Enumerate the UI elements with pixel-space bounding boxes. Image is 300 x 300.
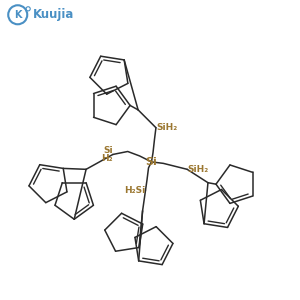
Text: SiH₂: SiH₂ [187,165,208,174]
Text: H₂Si: H₂Si [124,186,146,195]
Text: SiH₂: SiH₂ [156,123,177,132]
Text: Kuujia: Kuujia [33,8,74,21]
Text: Si
H₂: Si H₂ [101,146,113,163]
Text: K: K [14,10,22,20]
Text: Si: Si [146,157,158,167]
